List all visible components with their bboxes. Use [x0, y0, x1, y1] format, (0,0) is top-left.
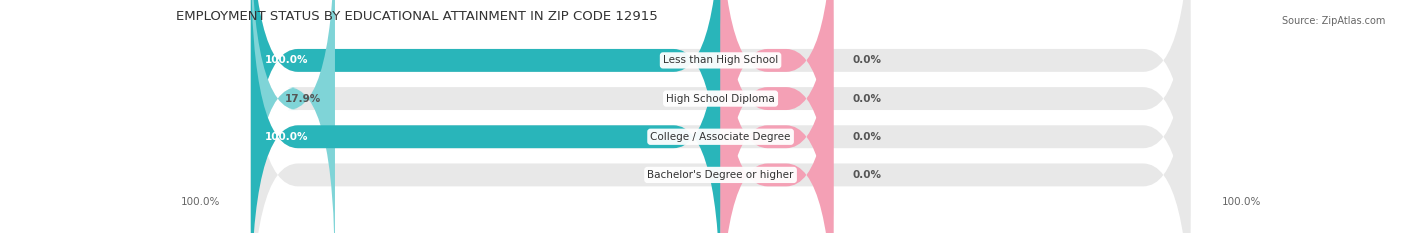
Text: 0.0%: 0.0% [673, 170, 702, 180]
FancyBboxPatch shape [721, 0, 834, 233]
Text: College / Associate Degree: College / Associate Degree [651, 132, 790, 142]
Text: Source: ZipAtlas.com: Source: ZipAtlas.com [1281, 16, 1385, 26]
Text: 17.9%: 17.9% [284, 94, 321, 104]
FancyBboxPatch shape [721, 0, 834, 233]
FancyBboxPatch shape [250, 0, 1191, 233]
FancyBboxPatch shape [250, 0, 335, 233]
Text: 100.0%: 100.0% [264, 55, 308, 65]
Text: Less than High School: Less than High School [664, 55, 778, 65]
Text: 0.0%: 0.0% [852, 132, 882, 142]
FancyBboxPatch shape [721, 0, 834, 233]
FancyBboxPatch shape [250, 0, 1191, 233]
Text: 100.0%: 100.0% [1222, 197, 1261, 207]
Text: 0.0%: 0.0% [852, 55, 882, 65]
Text: EMPLOYMENT STATUS BY EDUCATIONAL ATTAINMENT IN ZIP CODE 12915: EMPLOYMENT STATUS BY EDUCATIONAL ATTAINM… [176, 10, 658, 23]
FancyBboxPatch shape [721, 0, 834, 233]
Text: 0.0%: 0.0% [852, 170, 882, 180]
FancyBboxPatch shape [250, 0, 1191, 233]
FancyBboxPatch shape [250, 0, 1191, 233]
Text: 100.0%: 100.0% [180, 197, 219, 207]
FancyBboxPatch shape [250, 0, 721, 233]
Text: High School Diploma: High School Diploma [666, 94, 775, 104]
Text: 100.0%: 100.0% [264, 132, 308, 142]
FancyBboxPatch shape [250, 0, 721, 233]
Text: Bachelor's Degree or higher: Bachelor's Degree or higher [647, 170, 794, 180]
Text: 0.0%: 0.0% [852, 94, 882, 104]
